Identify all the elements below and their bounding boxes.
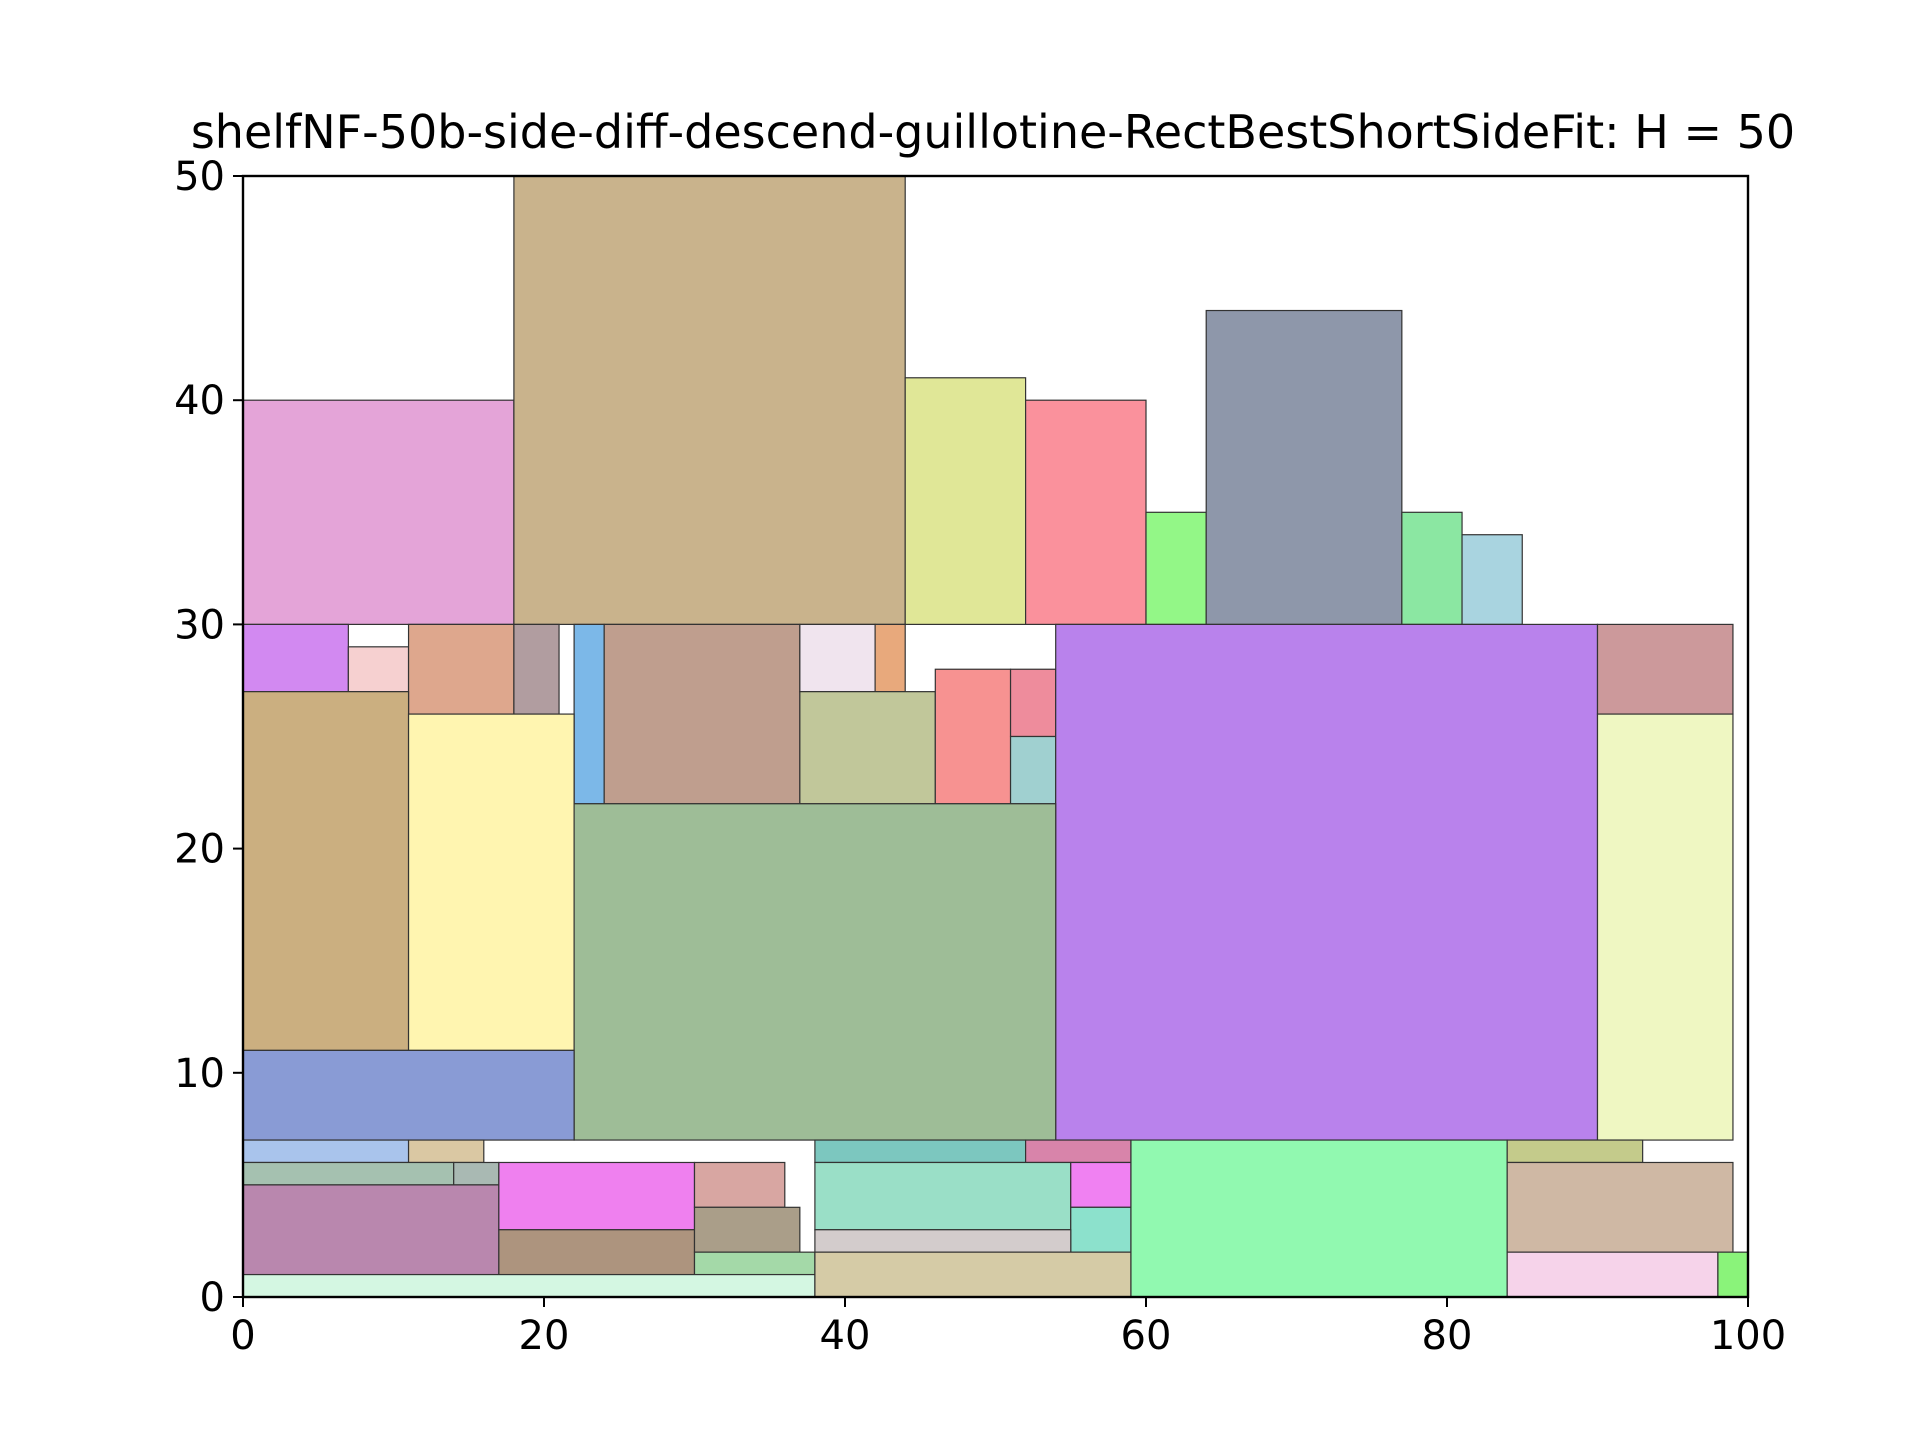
packed-rect bbox=[874, 623, 906, 693]
packed-rect bbox=[603, 623, 801, 805]
packed-rect bbox=[242, 1139, 410, 1164]
packed-rect bbox=[1024, 399, 1147, 626]
y-tick-label: 50 bbox=[174, 154, 225, 200]
packed-rect bbox=[1070, 1206, 1132, 1253]
packed-rect bbox=[1596, 623, 1734, 715]
packed-rect bbox=[1055, 623, 1599, 1141]
x-tick-label: 80 bbox=[1422, 1313, 1473, 1359]
rectangles-layer bbox=[242, 175, 1749, 1298]
packed-rect bbox=[814, 1229, 1072, 1253]
packed-rect bbox=[904, 377, 1027, 625]
packed-rect bbox=[498, 1161, 696, 1231]
packed-rect bbox=[347, 646, 410, 693]
chart-title: shelfNF-50b-side-diff-descend-guillotine… bbox=[191, 105, 1795, 159]
packed-rect bbox=[513, 175, 906, 625]
packed-rect bbox=[407, 1139, 485, 1164]
packed-rect bbox=[1009, 735, 1057, 805]
packed-rect bbox=[242, 691, 410, 1051]
packed-rect bbox=[814, 1251, 1132, 1298]
x-tick-label: 40 bbox=[820, 1313, 871, 1359]
packed-rect bbox=[1717, 1251, 1749, 1298]
packed-rect bbox=[1506, 1139, 1644, 1164]
y-tick-label: 40 bbox=[174, 378, 225, 424]
packed-rect bbox=[1145, 511, 1207, 625]
x-tick-label: 100 bbox=[1710, 1313, 1786, 1359]
packed-rect bbox=[1596, 713, 1734, 1141]
packed-rect bbox=[693, 1206, 801, 1253]
packed-rect bbox=[1461, 534, 1523, 625]
y-tick-label: 20 bbox=[174, 827, 225, 873]
packed-rect bbox=[407, 713, 575, 1051]
packed-rect bbox=[242, 1273, 816, 1298]
packed-rect bbox=[1401, 511, 1463, 625]
packed-rect bbox=[573, 803, 1057, 1141]
packed-rect bbox=[498, 1229, 696, 1276]
packed-rect bbox=[799, 691, 936, 805]
packed-rect bbox=[693, 1251, 816, 1276]
packed-rect bbox=[1009, 668, 1057, 738]
y-tick-label: 0 bbox=[200, 1275, 225, 1321]
x-tick-label: 60 bbox=[1121, 1313, 1172, 1359]
x-tick-label: 0 bbox=[230, 1313, 255, 1359]
y-tick-label: 30 bbox=[174, 602, 225, 648]
packed-rect bbox=[814, 1161, 1072, 1231]
packed-rect bbox=[453, 1161, 500, 1186]
packed-rect bbox=[242, 1161, 455, 1186]
packed-rect bbox=[814, 1139, 1027, 1164]
packed-rect bbox=[1024, 1139, 1132, 1164]
packed-rect bbox=[799, 623, 876, 693]
plot-frame bbox=[241, 174, 1750, 1299]
packed-rect bbox=[934, 668, 1012, 805]
packed-rect bbox=[513, 623, 560, 715]
packed-rect bbox=[1506, 1251, 1719, 1298]
packed-rect bbox=[1070, 1161, 1132, 1208]
packed-rect bbox=[1506, 1161, 1734, 1253]
packed-rect bbox=[1130, 1139, 1508, 1298]
packed-rect bbox=[693, 1161, 786, 1208]
packed-rect bbox=[242, 623, 349, 693]
x-tick-label: 20 bbox=[519, 1313, 570, 1359]
y-tick-label: 10 bbox=[174, 1051, 225, 1097]
packed-rect bbox=[407, 623, 515, 715]
packed-rect bbox=[242, 1184, 500, 1276]
axes-layer: 0 20 40 60 80 100 0 10 20 30 40 50 bbox=[174, 154, 1786, 1359]
packed-rect bbox=[1205, 309, 1403, 625]
packed-rect bbox=[242, 399, 515, 626]
packed-rect bbox=[573, 623, 605, 805]
packed-rect bbox=[242, 1049, 575, 1141]
